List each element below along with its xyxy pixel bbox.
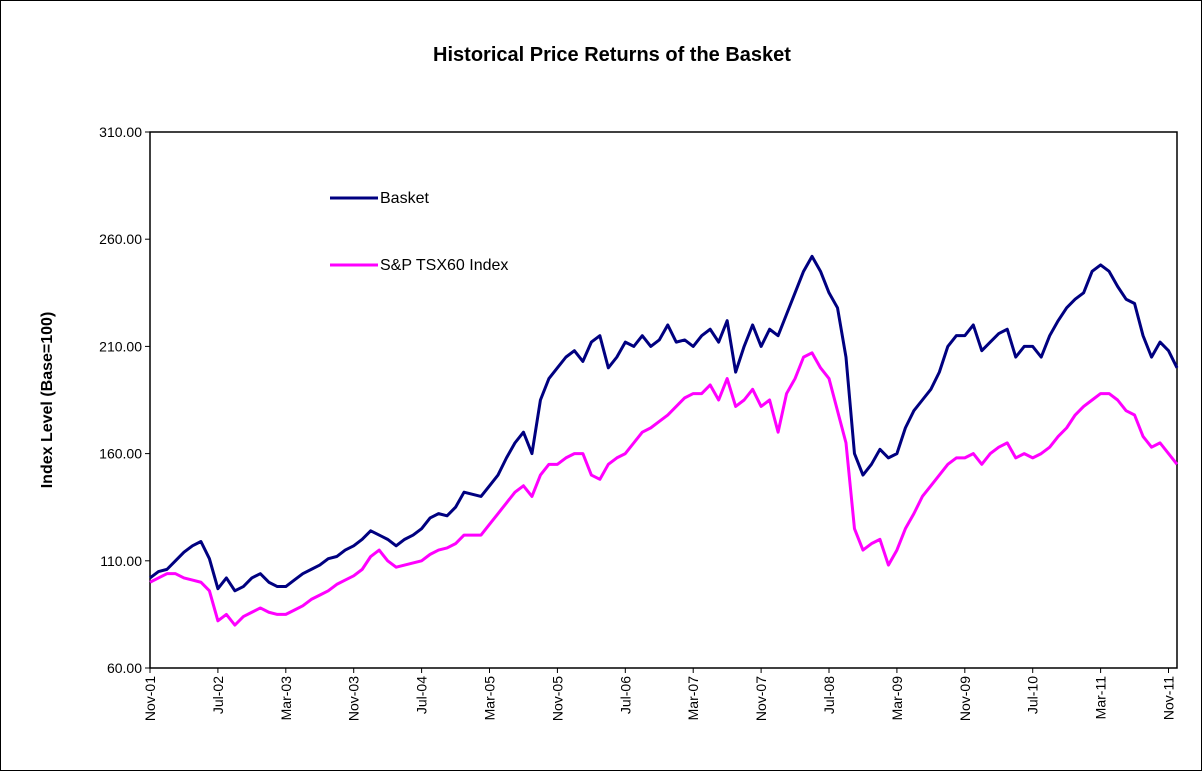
x-tick-label: Mar-03 [278, 676, 294, 721]
x-tick-label: Nov-01 [142, 676, 158, 721]
legend-label: Basket [380, 190, 429, 207]
x-tick-label: Nov-03 [346, 676, 362, 721]
x-tick-label: Mar-05 [482, 676, 498, 721]
y-tick-label: 60.00 [107, 660, 142, 676]
y-tick-label: 160.00 [99, 446, 142, 462]
x-tick-label: Mar-11 [1093, 676, 1109, 720]
x-tick-label: Jul-02 [210, 676, 226, 714]
x-tick-label: Mar-07 [685, 676, 701, 721]
y-axis-label: Index Level (Base=100) [39, 312, 56, 489]
y-tick-label: 260.00 [99, 231, 142, 247]
series-line [149, 254, 1179, 593]
y-tick-label: 210.00 [99, 338, 142, 354]
chart-title: Historical Price Returns of the Basket [433, 44, 791, 66]
x-tick-label: Nov-05 [549, 676, 565, 721]
x-tick-label: Jul-10 [1025, 676, 1041, 714]
y-tick-label: 310.00 [99, 124, 142, 140]
plot-area [149, 131, 1178, 669]
x-tick-label: Nov-09 [957, 676, 973, 721]
x-tick-label: Nov-11 [1161, 676, 1177, 720]
legend-label: S&P TSX60 Index [380, 257, 508, 274]
x-tick-label: Jul-08 [821, 676, 837, 714]
x-tick-label: Nov-07 [753, 676, 769, 721]
x-tick-label: Mar-09 [889, 676, 905, 721]
series-line [149, 351, 1179, 627]
x-tick-label: Jul-06 [617, 676, 633, 714]
y-tick-label: 110.00 [100, 553, 142, 569]
x-tick-label: Jul-04 [414, 676, 430, 714]
